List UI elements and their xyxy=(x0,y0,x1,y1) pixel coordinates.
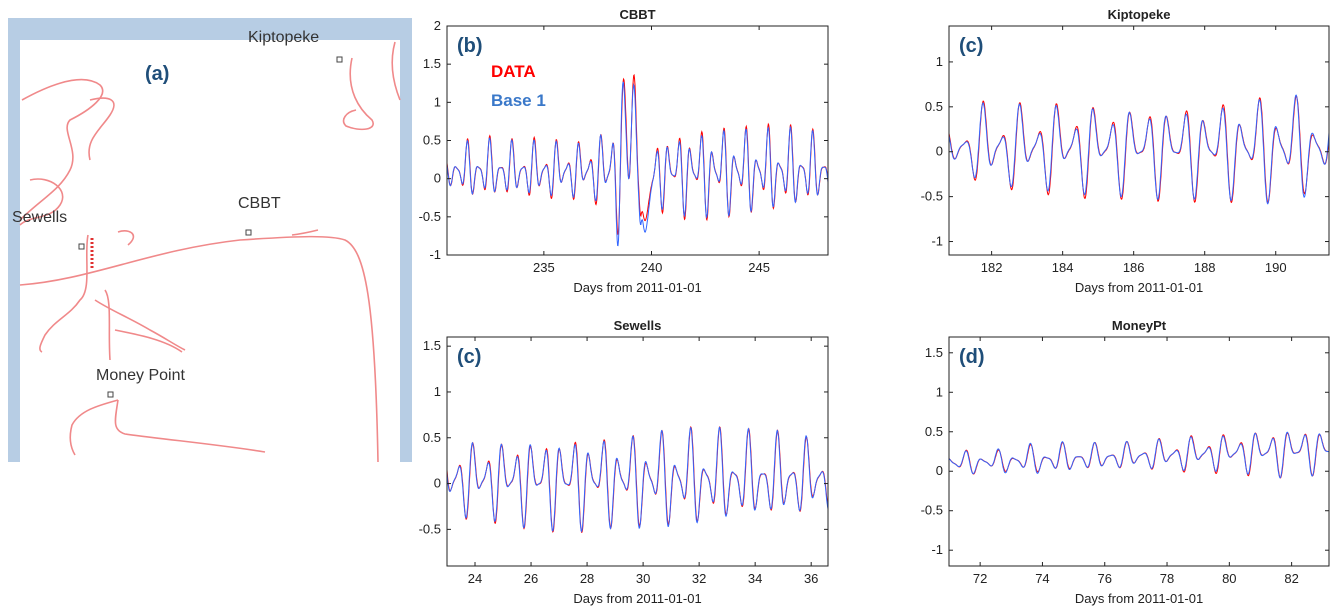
chart-title: Sewells xyxy=(614,318,662,333)
station-markers xyxy=(78,56,343,398)
y-tick-label: 1 xyxy=(434,384,441,399)
y-tick-label: 1 xyxy=(936,384,943,399)
panel-label: (c) xyxy=(457,346,481,368)
x-tick-label: 82 xyxy=(1284,571,1298,586)
chart-title: MoneyPt xyxy=(1112,318,1167,333)
y-tick-label: -0.5 xyxy=(419,209,441,224)
panel-label: (d) xyxy=(959,346,985,368)
map-border-left xyxy=(8,18,20,462)
panel-label: (c) xyxy=(959,35,983,57)
y-tick-label: -1 xyxy=(429,247,441,262)
series-line-base-1 xyxy=(949,431,1329,479)
x-tick-label: 78 xyxy=(1160,571,1174,586)
x-tick-label: 26 xyxy=(524,571,538,586)
y-tick-label: 1.5 xyxy=(423,338,441,353)
y-tick-label: 1.5 xyxy=(423,56,441,71)
y-tick-label: 1 xyxy=(936,54,943,69)
map-label-money-point: Money Point xyxy=(96,367,185,384)
x-tick-label: 36 xyxy=(804,571,818,586)
panel-label-a: (a) xyxy=(145,63,169,85)
station-marker-cbbt xyxy=(245,229,252,236)
series-line-base-1 xyxy=(447,426,828,533)
map-border-top xyxy=(8,18,412,40)
x-axis-label: Days from 2011-01-01 xyxy=(573,591,701,606)
y-tick-label: 0 xyxy=(936,144,943,159)
x-tick-label: 24 xyxy=(468,571,482,586)
series-line-base-1 xyxy=(949,94,1329,205)
map-border-right xyxy=(400,18,412,462)
y-tick-label: 0.5 xyxy=(423,133,441,148)
axes-box xyxy=(948,25,1330,256)
panel-label: (b) xyxy=(457,35,483,57)
y-tick-label: 0 xyxy=(434,476,441,491)
x-tick-label: 235 xyxy=(533,260,555,275)
y-tick-label: -1 xyxy=(931,234,943,249)
x-tick-label: 28 xyxy=(580,571,594,586)
x-axis-label: Days from 2011-01-01 xyxy=(573,280,701,295)
chart-title: Kiptopeke xyxy=(1108,7,1171,22)
x-axis-label: Days from 2011-01-01 xyxy=(1075,591,1203,606)
y-tick-label: -0.5 xyxy=(921,503,943,518)
y-tick-label: -1 xyxy=(931,542,943,557)
y-tick-label: 0.5 xyxy=(925,424,943,439)
axes-box xyxy=(446,336,829,567)
x-tick-label: 186 xyxy=(1123,260,1145,275)
y-tick-label: 1 xyxy=(434,94,441,109)
station-marker-money-point xyxy=(107,391,114,398)
map-label-kiptopeke: Kiptopeke xyxy=(248,29,319,46)
x-tick-label: 30 xyxy=(636,571,650,586)
x-tick-label: 190 xyxy=(1265,260,1287,275)
x-tick-label: 188 xyxy=(1194,260,1216,275)
map-label-sewells: Sewells xyxy=(12,209,67,226)
legend-entry-data: DATA xyxy=(491,62,536,81)
axes-box xyxy=(948,336,1330,567)
series-line-base-1 xyxy=(447,81,828,247)
y-tick-label: -0.5 xyxy=(921,189,943,204)
x-tick-label: 34 xyxy=(748,571,762,586)
x-axis-label: Days from 2011-01-01 xyxy=(1075,280,1203,295)
x-tick-label: 74 xyxy=(1035,571,1049,586)
station-marker-kiptopeke xyxy=(336,56,343,63)
x-tick-label: 184 xyxy=(1052,260,1074,275)
chart-title: CBBT xyxy=(619,7,655,22)
y-tick-label: 0 xyxy=(434,171,441,186)
y-tick-label: 0.5 xyxy=(925,99,943,114)
x-tick-label: 72 xyxy=(973,571,987,586)
x-tick-label: 245 xyxy=(748,260,770,275)
y-tick-label: -0.5 xyxy=(419,521,441,536)
x-tick-label: 182 xyxy=(981,260,1003,275)
y-tick-label: 2 xyxy=(434,18,441,33)
station-map: (a) Kiptopeke CBBT Sewells Money Point xyxy=(8,18,412,463)
map-label-cbbt: CBBT xyxy=(238,195,281,212)
legend-entry-base-1: Base 1 xyxy=(491,91,546,110)
x-tick-label: 240 xyxy=(641,260,663,275)
x-tick-label: 76 xyxy=(1098,571,1112,586)
station-marker-sewells xyxy=(78,243,85,250)
coastline xyxy=(19,41,401,463)
y-tick-label: 0.5 xyxy=(423,430,441,445)
y-tick-label: 1.5 xyxy=(925,345,943,360)
y-tick-label: 0 xyxy=(936,463,943,478)
x-tick-label: 32 xyxy=(692,571,706,586)
x-tick-label: 80 xyxy=(1222,571,1236,586)
